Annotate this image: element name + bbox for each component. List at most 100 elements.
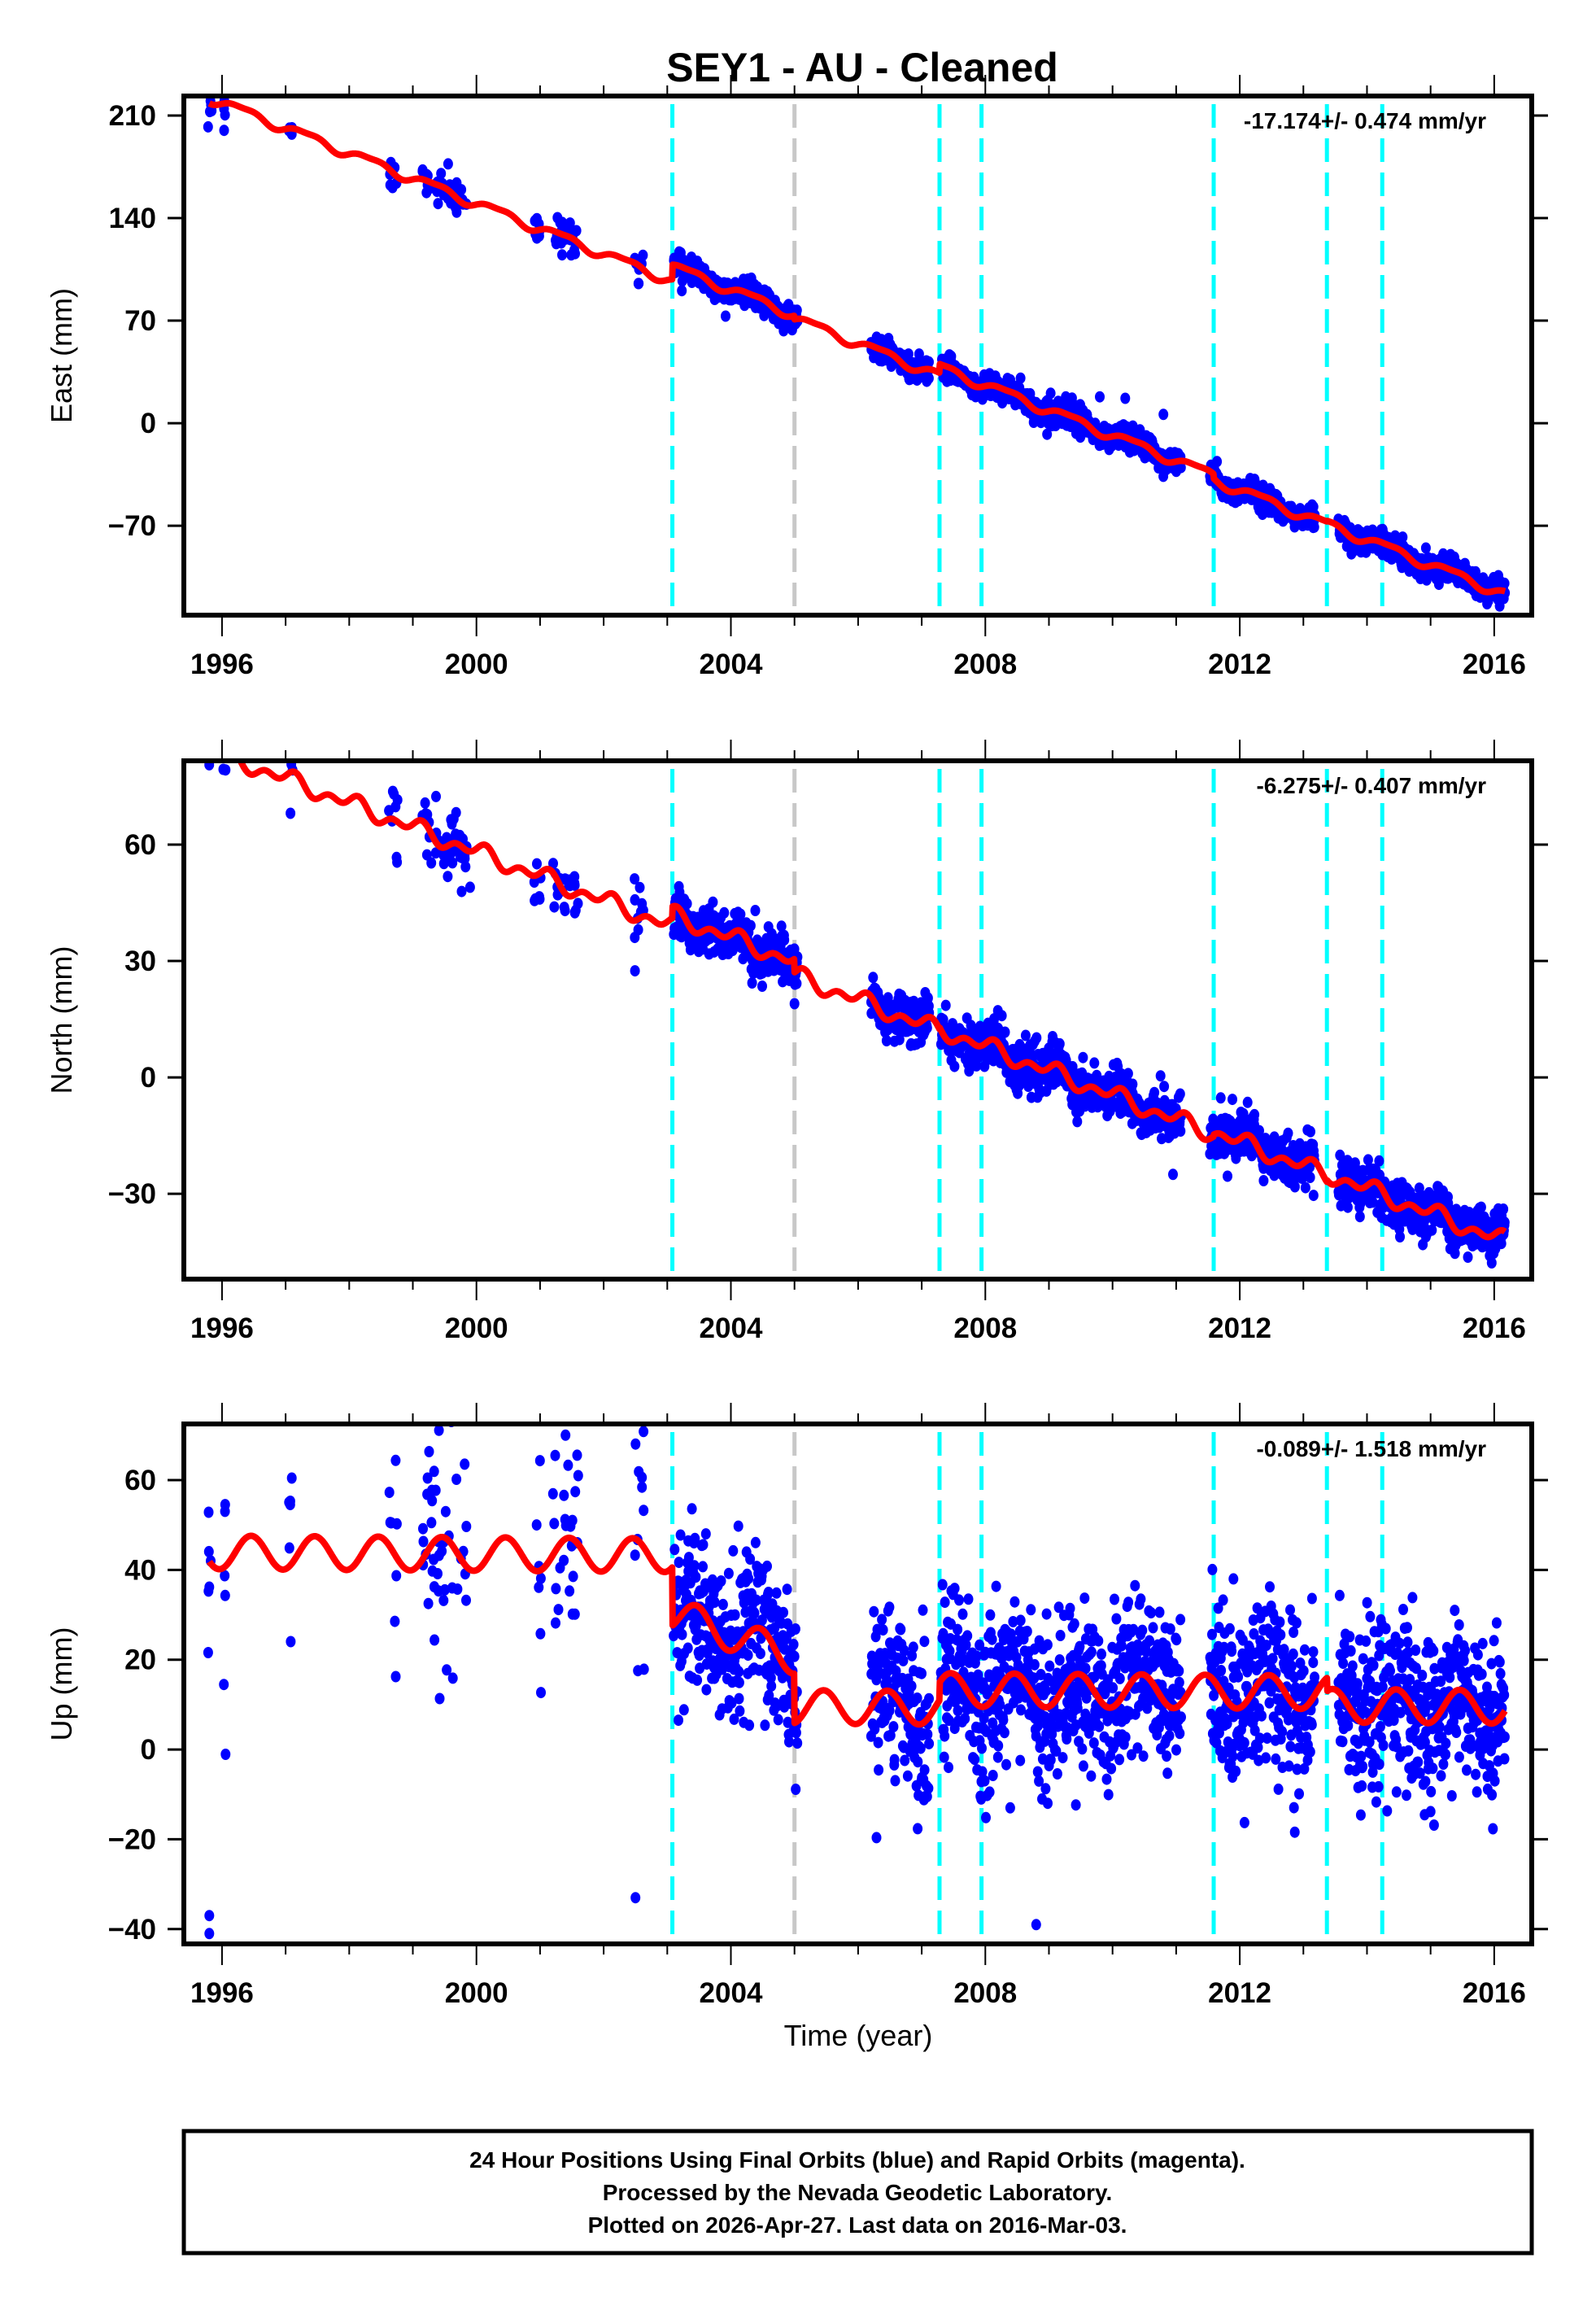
up-observation-point [1069, 1618, 1079, 1630]
up-observation-point [451, 1474, 462, 1485]
up-observation-point [452, 1583, 463, 1595]
up-observation-point [788, 1639, 799, 1650]
north-observation-point [1486, 1257, 1497, 1269]
up-observation-point [698, 1539, 709, 1551]
north-observation-point [1283, 1127, 1293, 1139]
up-observation-point [939, 1751, 949, 1763]
east-y-tick-label: 210 [109, 100, 156, 132]
up-observation-point [220, 1749, 231, 1760]
north-observation-point [634, 881, 645, 893]
up-observation-point [917, 1667, 927, 1679]
up-observation-point [878, 1624, 888, 1636]
up-observation-point [203, 1506, 214, 1518]
north-observation-point [560, 873, 570, 885]
up-observation-point [551, 1583, 561, 1595]
north-observation-point [430, 847, 441, 859]
up-observation-point [789, 1650, 800, 1662]
north-observation-point [789, 998, 800, 1010]
east-observation-point [433, 198, 443, 210]
up-observation-point [949, 1583, 960, 1595]
east-observation-point [443, 158, 453, 170]
north-observation-point [1155, 1070, 1166, 1082]
east-x-tick-label: 2016 [1463, 649, 1526, 680]
north-x-tick-label: 2016 [1463, 1312, 1526, 1344]
north-observation-point [219, 711, 229, 723]
up-observation-point [674, 1557, 684, 1569]
up-observation-point [434, 1692, 445, 1705]
up-observation-point [1110, 1593, 1119, 1605]
up-observation-point [954, 1594, 964, 1606]
north-observation-point [630, 965, 640, 977]
north-observation-point [996, 1010, 1007, 1022]
north-y-tick-label: 30 [124, 946, 156, 977]
north-plot-border [181, 758, 1534, 1282]
east-y-tick-label: −70 [108, 510, 156, 542]
north-observation-point [1499, 1216, 1510, 1229]
north-observation-point [220, 764, 231, 776]
north-observation-point [1342, 1201, 1353, 1213]
north-observation-point [1078, 1051, 1088, 1063]
up-observation-point [957, 1608, 968, 1620]
up-observation-point [979, 1775, 990, 1787]
up-observation-point [890, 1775, 900, 1787]
north-observation-point [1463, 1251, 1473, 1263]
up-observation-point [962, 1630, 973, 1642]
up-observation-point [1101, 1773, 1112, 1785]
up-observation-point [547, 1487, 558, 1500]
up-observation-point [678, 1704, 689, 1716]
up-observation-point [919, 1764, 930, 1776]
up-observation-point [940, 1730, 950, 1742]
up-observation-point [692, 1674, 703, 1686]
up-observation-point [1103, 1788, 1114, 1801]
north-observation-point [207, 724, 216, 736]
up-observation-point [991, 1580, 1001, 1592]
up-observation-point [1043, 1797, 1053, 1810]
north-observation-point [1159, 1081, 1170, 1093]
up-observation-point [1088, 1737, 1099, 1749]
north-observation-point [203, 724, 213, 736]
up-observation-point [784, 1736, 794, 1748]
north-observation-point [1123, 1068, 1133, 1080]
up-observation-point [1054, 1654, 1065, 1666]
up-observation-point [1016, 1704, 1026, 1716]
up-observation-point [570, 1486, 581, 1498]
up-observation-point [970, 1754, 980, 1766]
up-observation-point [1137, 1624, 1148, 1636]
up-observation-point [286, 1472, 297, 1484]
up-observation-point [937, 1579, 948, 1591]
up-observation-point [771, 1587, 782, 1599]
up-observation-point [723, 1567, 734, 1579]
north-observation-point [750, 905, 761, 916]
east-observation-point [569, 244, 579, 256]
north-observation-point [1149, 1086, 1160, 1098]
north-observation-point [287, 740, 297, 751]
east-observation-point [903, 348, 914, 360]
up-observation-point [1138, 1750, 1149, 1762]
east-observation-point [1175, 461, 1186, 474]
up-observation-point [1114, 1672, 1125, 1684]
up-observation-point [877, 1614, 887, 1626]
up-observation-point [552, 1396, 561, 1408]
north-observation-point [779, 934, 790, 946]
up-observation-point [1136, 1593, 1146, 1605]
up-observation-point [534, 1581, 544, 1593]
east-observation-point [203, 120, 213, 133]
up-observation-point [995, 1699, 1005, 1710]
up-observation-point [429, 1581, 439, 1593]
north-observation-point [1000, 1026, 1010, 1038]
up-observation-point [749, 1607, 760, 1619]
north-observation-point [747, 977, 757, 989]
north-observation-point [1215, 1092, 1226, 1104]
up-observation-point [637, 1481, 648, 1493]
north-observation-point [1175, 1125, 1186, 1137]
up-observation-point [987, 1633, 997, 1645]
up-observation-point [461, 1521, 472, 1532]
north-observation-point [1300, 1181, 1310, 1194]
up-observation-point [639, 1505, 649, 1517]
north-observation-point [392, 794, 403, 806]
up-observation-point [998, 1714, 1009, 1726]
up-observation-point [549, 1518, 560, 1530]
